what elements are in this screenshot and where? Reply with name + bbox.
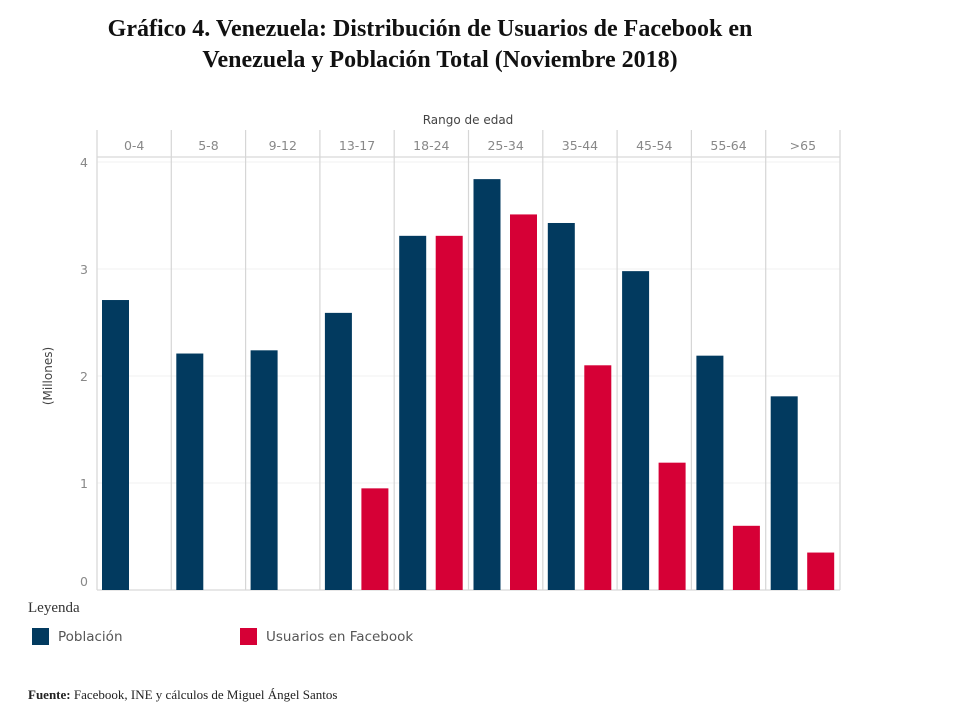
bar-poblacion->65[interactable]	[770, 396, 798, 590]
source-label: Fuente:	[28, 687, 71, 702]
x-category-label: 9-12	[269, 138, 297, 153]
source-text: Facebook, INE y cálculos de Miguel Ángel…	[70, 687, 338, 702]
bar-facebook-13-17[interactable]	[361, 488, 389, 590]
x-category-label: 5-8	[198, 138, 218, 153]
bar-poblacion-45-54[interactable]	[622, 271, 650, 590]
x-category-label: 25-34	[487, 138, 523, 153]
bar-poblacion-0-4[interactable]	[102, 300, 129, 590]
legend-label-poblacion: Población	[58, 628, 123, 645]
legend-label-facebook: Usuarios en Facebook	[266, 628, 414, 645]
x-axis-label: Rango de edad	[423, 113, 514, 127]
x-category-label: 45-54	[636, 138, 672, 153]
bar-facebook-18-24[interactable]	[435, 235, 463, 590]
bar-poblacion-25-34[interactable]	[473, 179, 501, 590]
x-category-label: 18-24	[413, 138, 449, 153]
bar-facebook-35-44[interactable]	[584, 365, 612, 590]
chart-title: Gráfico 4. Venezuela: Distribución de Us…	[0, 14, 960, 76]
y-tick-label: 0	[80, 574, 88, 589]
bar-facebook->65[interactable]	[807, 552, 835, 590]
y-tick-label: 4	[80, 155, 88, 170]
bar-poblacion-13-17[interactable]	[324, 312, 352, 590]
legend-item-poblacion[interactable]: Población	[32, 628, 123, 645]
bars	[102, 179, 835, 591]
x-category-label: 55-64	[710, 138, 746, 153]
legend-swatch-facebook	[240, 628, 257, 645]
legend-title: Leyenda	[28, 600, 80, 616]
x-category-label: >65	[790, 138, 816, 153]
category-panels: 0-4 5-8 9-12 13-17 18-24 25-34 35-44 45-54 55-64…	[96, 130, 841, 591]
bar-facebook-55-64[interactable]	[732, 525, 760, 590]
chart-title-line-1: Gráfico 4. Venezuela: Distribución de Us…	[107, 16, 753, 42]
bar-poblacion-55-64[interactable]	[696, 355, 724, 590]
bar-poblacion-18-24[interactable]	[399, 235, 427, 590]
y-tick-label: 3	[80, 262, 88, 277]
y-tick-label: 2	[80, 369, 88, 384]
legend-swatch-poblacion	[32, 628, 49, 645]
x-category-label: 0-4	[124, 138, 144, 153]
y-tick-label: 1	[80, 476, 88, 491]
legend-item-facebook[interactable]: Usuarios en Facebook	[240, 628, 413, 645]
y-axis-ticks: 0 1 2 3 4	[80, 155, 88, 589]
bar-facebook-25-34[interactable]	[510, 214, 537, 590]
y-axis-label: (Millones)	[41, 347, 55, 405]
bar-poblacion-5-8[interactable]	[176, 353, 204, 590]
bar-poblacion-9-12[interactable]	[250, 350, 278, 590]
bar-facebook-45-54[interactable]	[658, 462, 686, 590]
bar-poblacion-35-44[interactable]	[547, 222, 575, 591]
source-note: Fuente: Facebook, INE y cálculos de Migu…	[28, 687, 337, 703]
x-category-label: 13-17	[339, 138, 375, 153]
x-category-label: 35-44	[562, 138, 598, 153]
chart-title-line-2: Venezuela y Población Total (Noviembre 2…	[202, 47, 678, 73]
